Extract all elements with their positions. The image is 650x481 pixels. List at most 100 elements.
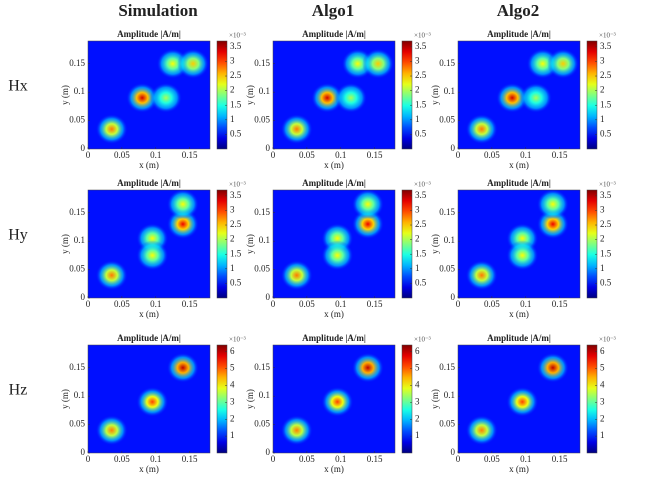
plot-frame [87, 344, 211, 454]
plot-frame [457, 40, 581, 150]
column-title: Simulation [118, 1, 198, 20]
x-tick-label: 0.15 [182, 299, 198, 309]
x-tick-label: 0.1 [150, 299, 161, 309]
x-tick-label: 0 [271, 454, 276, 464]
heatmap [280, 190, 384, 291]
peak [280, 260, 313, 291]
colorbar-tick-label: 2.5 [415, 219, 427, 229]
colorbar-tick-label: 1 [600, 114, 605, 124]
colorbar-tick-label: 2.5 [600, 219, 612, 229]
colorbar-multiplier: ×10⁻³ [414, 336, 431, 344]
colorbar-multiplier: ×10⁻³ [599, 336, 616, 344]
panel-title: Amplitude |A/m| [487, 29, 551, 39]
y-tick-label: 0.05 [69, 419, 85, 429]
x-tick-label: 0.05 [114, 299, 130, 309]
peak [547, 48, 580, 79]
colorbar [401, 189, 413, 299]
y-axis-label: y (m) [245, 389, 255, 409]
x-tick-label: 0.15 [552, 150, 568, 160]
colorbar-tick-label: 6 [600, 346, 605, 356]
colorbar [216, 40, 228, 150]
colorbar-tick-label: 3.5 [600, 41, 612, 51]
plot-frame [272, 40, 396, 150]
colorbar-tick-label: 4 [415, 380, 420, 390]
y-tick-label: 0.15 [69, 58, 85, 68]
colorbar-tick-label: 3 [600, 55, 605, 65]
x-tick-label: 0.1 [520, 454, 531, 464]
colorbar-tick-label: 1 [415, 114, 420, 124]
x-tick-label: 0.05 [484, 150, 500, 160]
peak [280, 114, 313, 145]
peak [166, 190, 199, 220]
y-tick-label: 0.1 [444, 390, 455, 400]
x-tick-label: 0 [456, 150, 461, 160]
x-tick-label: 0.15 [367, 299, 383, 309]
peak [351, 352, 384, 383]
peak [136, 386, 169, 417]
colorbar-tick-label: 0.5 [230, 128, 242, 138]
x-tick-label: 0.1 [335, 454, 346, 464]
y-tick-label: 0.1 [259, 390, 270, 400]
colorbar-tick-label: 1 [230, 263, 235, 273]
colorbar-tick-label: 3 [600, 204, 605, 214]
colorbar-tick-label: 5 [600, 363, 605, 373]
x-tick-label: 0.1 [520, 150, 531, 160]
peak [321, 240, 354, 271]
y-tick-label: 0.1 [259, 86, 270, 96]
colorbar-tick-label: 2.5 [230, 70, 242, 80]
y-tick-label: 0.05 [439, 115, 455, 125]
peak [351, 190, 384, 220]
colorbar-tick-label: 0.5 [415, 128, 427, 138]
x-tick-label: 0 [271, 299, 276, 309]
colorbar-tick-label: 3 [415, 204, 420, 214]
peak [136, 240, 169, 271]
panel-title: Amplitude |A/m| [487, 333, 551, 343]
colorbar-tick-label: 3.5 [600, 190, 612, 200]
peak [334, 82, 367, 113]
colorbar-multiplier: ×10⁻³ [414, 181, 431, 189]
y-tick-label: 0 [266, 143, 271, 153]
peak [166, 352, 199, 383]
colorbar-tick-label: 3 [600, 396, 605, 406]
y-tick-label: 0.05 [254, 115, 270, 125]
colorbar-tick-label: 0.5 [415, 277, 427, 287]
plot-frame [457, 344, 581, 454]
x-tick-label: 0 [271, 150, 276, 160]
colorbar [401, 344, 413, 454]
heatmap [95, 352, 199, 446]
x-axis-label: x (m) [509, 464, 529, 474]
x-tick-label: 0.1 [335, 150, 346, 160]
peak [519, 82, 552, 113]
colorbar-tick-label: 0.5 [600, 277, 612, 287]
row-label: Hx [8, 78, 28, 95]
y-axis-label: y (m) [430, 389, 440, 409]
colorbar-tick-label: 3 [415, 396, 420, 406]
panel-title: Amplitude |A/m| [117, 333, 181, 343]
peak [95, 415, 128, 446]
peak [126, 82, 159, 113]
heatmap [95, 190, 199, 291]
panel-title: Amplitude |A/m| [302, 333, 366, 343]
y-tick-label: 0 [81, 143, 86, 153]
column-title: Algo2 [497, 1, 540, 20]
plot-frame [87, 189, 211, 299]
row-label: Hz [9, 382, 28, 399]
colorbar-tick-label: 1.5 [600, 248, 612, 258]
colorbar-tick-label: 1 [415, 430, 420, 440]
y-tick-label: 0.15 [254, 207, 270, 217]
heatmap [280, 352, 384, 446]
y-tick-label: 0 [81, 447, 86, 457]
y-tick-label: 0.05 [69, 115, 85, 125]
colorbar-multiplier: ×10⁻³ [599, 181, 616, 189]
y-tick-label: 0.05 [254, 264, 270, 274]
peak [311, 82, 344, 113]
colorbar-tick-label: 1 [230, 430, 235, 440]
y-tick-label: 0.1 [74, 390, 85, 400]
panel-title: Amplitude |A/m| [302, 178, 366, 188]
peak [506, 240, 539, 271]
x-axis-label: x (m) [324, 309, 344, 319]
colorbar-multiplier: ×10⁻³ [229, 181, 246, 189]
row-label: Hy [8, 227, 28, 244]
x-tick-label: 0.05 [299, 150, 315, 160]
